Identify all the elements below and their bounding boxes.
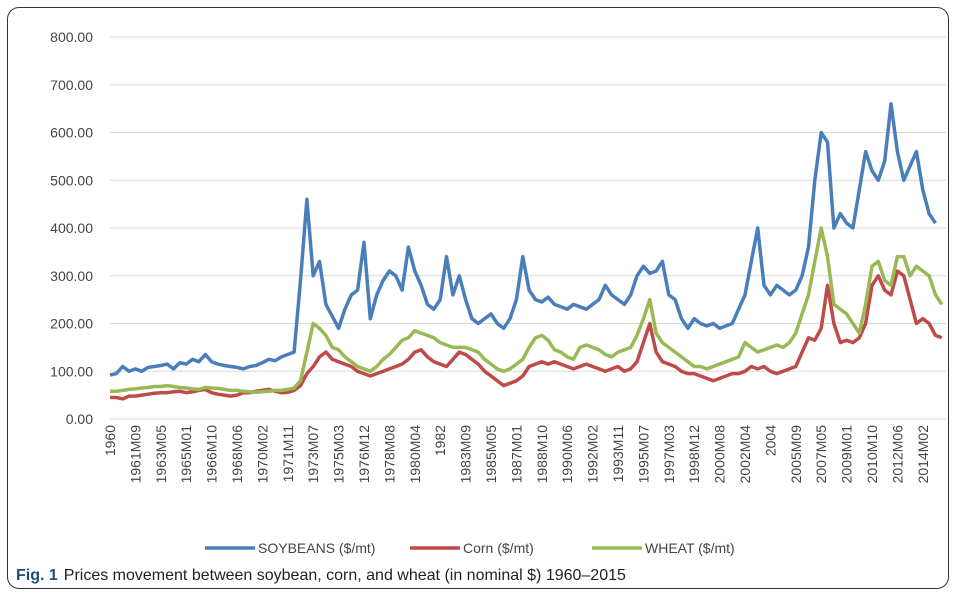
line-series <box>110 226 944 395</box>
caption: Fig. 1 Prices movement between soybean, c… <box>16 567 626 585</box>
x-tick-label: 2005M09 <box>788 425 804 484</box>
x-tick-label: 1961M09 <box>127 425 143 484</box>
x-tick-label: 1960 <box>102 425 118 456</box>
x-tick-label: 1987M01 <box>508 425 524 484</box>
y-tick-label: 500.00 <box>50 172 93 188</box>
x-tick-label: 1992M02 <box>585 425 601 484</box>
x-tick-label: 1993M11 <box>610 425 626 483</box>
x-tick-label: 2014M02 <box>915 425 931 484</box>
x-tick-label: 1976M12 <box>356 425 372 484</box>
x-tick-label: 1975M03 <box>331 425 347 484</box>
line-series <box>110 269 943 401</box>
legend-label: WHEAT ($/mt) <box>645 540 735 556</box>
y-tick-label: 200.00 <box>50 316 93 332</box>
legend-label: SOYBEANS ($/mt) <box>258 540 375 556</box>
x-tick-label: 2009M01 <box>839 425 855 484</box>
chart: 0.00 100.00 200.00 300.00 400.00 500.00 600.00… <box>50 29 946 556</box>
x-tick-label: 2007M05 <box>813 425 829 484</box>
x-tick-label: 2000M08 <box>712 425 728 484</box>
caption-label: Fig. 1 <box>16 567 58 584</box>
x-tick-label: 2010M10 <box>864 425 880 484</box>
y-tick-label: 400.00 <box>50 220 93 236</box>
x-tick-label: 1988M10 <box>534 425 550 484</box>
y-tick-label: 100.00 <box>50 363 93 379</box>
frame <box>7 7 949 589</box>
line-series <box>109 102 937 377</box>
caption-text: Prices movement between soybean, corn, a… <box>63 567 626 584</box>
x-tick-label: 1990M06 <box>559 425 575 484</box>
y-tick-label: 600.00 <box>50 125 93 141</box>
x-tick-label: 1966M10 <box>204 425 220 484</box>
y-tick-label: 300.00 <box>50 268 93 284</box>
x-tick-label: 1978M08 <box>381 425 397 484</box>
y-tick-label: 0.00 <box>66 411 93 427</box>
x-tick-label: 1973M07 <box>305 425 321 484</box>
x-tick-label: 1982 <box>432 425 448 456</box>
legend-label: Corn ($/mt) <box>463 540 534 556</box>
x-tick-label: 2012M06 <box>889 425 905 484</box>
x-tick-label: 1968M06 <box>229 425 245 484</box>
x-tick-label: 1985M05 <box>483 425 499 484</box>
x-tick-label: 1980M04 <box>407 425 423 484</box>
x-tick-label: 1998M12 <box>686 425 702 484</box>
x-tick-label: 1971M11 <box>280 425 296 483</box>
x-tick-label: 1997M03 <box>661 425 677 484</box>
x-tick-label: 1995M07 <box>635 425 651 484</box>
y-tick-label: 700.00 <box>50 77 93 93</box>
x-tick-label: 1970M02 <box>254 425 270 484</box>
x-tick-label: 2002M04 <box>737 425 753 484</box>
x-tick-label: 1983M09 <box>458 425 474 484</box>
x-tick-label: 1963M05 <box>153 425 169 484</box>
y-tick-label: 800.00 <box>50 29 93 45</box>
x-tick-label: 2004 <box>762 425 778 456</box>
x-tick-label: 1965M01 <box>178 425 194 484</box>
